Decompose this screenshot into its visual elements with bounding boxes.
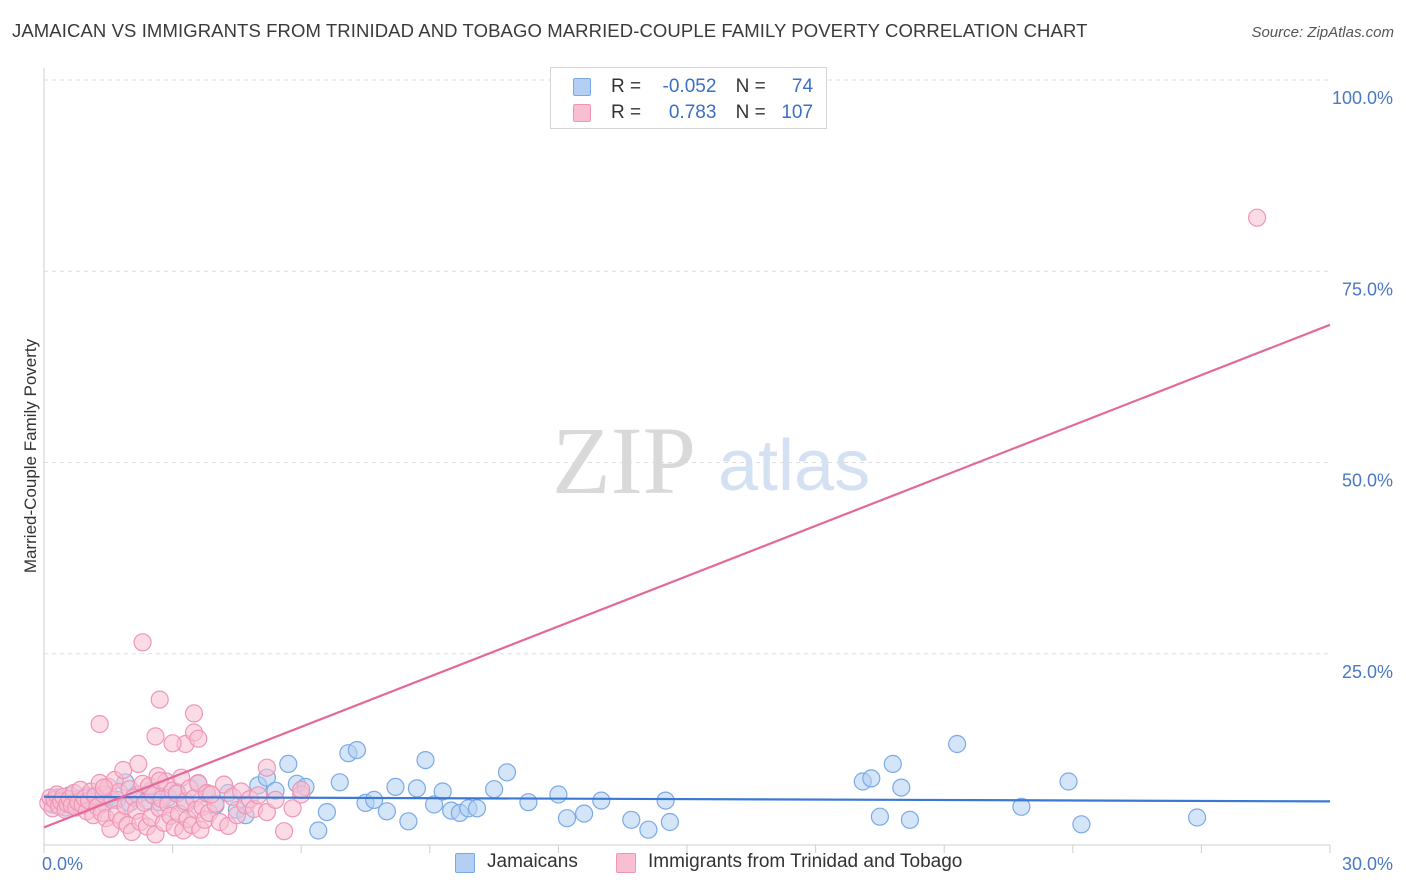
bottom-legend-label-trinidad: Immigrants from Trinidad and Tobago — [648, 851, 963, 872]
x-tick-label-0: 0.0% — [42, 854, 83, 874]
jamaican-point-66 — [870, 807, 890, 826]
jamaican-point-56 — [549, 785, 568, 804]
jamaican-point-59 — [592, 791, 611, 810]
jamaican-point-60 — [622, 810, 641, 829]
bottom-legend-swatch-blue — [455, 853, 475, 873]
trend-lines — [43, 323, 1331, 829]
jamaican-point-70 — [947, 734, 967, 754]
jamaican-point-47 — [425, 795, 444, 814]
watermark-atlas: atlas — [718, 426, 870, 506]
watermark-zip: ZIP — [552, 407, 696, 514]
jamaican-point-71 — [1012, 797, 1031, 816]
jamaican-point-39 — [347, 740, 366, 760]
jamaican-point-35 — [309, 821, 328, 840]
jamaican-point-63 — [660, 812, 680, 832]
jamaican-point-37 — [330, 773, 349, 792]
legend-r-label: R = — [611, 102, 642, 123]
y-tick-label-3: 100.0% — [1332, 88, 1393, 108]
legend-r-value: 0.783 — [668, 102, 717, 123]
legend-n-label: N = — [735, 102, 766, 123]
legend-r-value: -0.052 — [662, 76, 717, 97]
x-tick-label-1: 30.0% — [1342, 854, 1393, 874]
correlation-legend: R = -0.052 N = 74 R = 0.783 N = 107 — [550, 67, 827, 129]
jamaican-point-42 — [377, 802, 396, 821]
series-trinidad-points — [39, 208, 1267, 844]
trinidad-point-94 — [184, 704, 204, 723]
jamaican-point-73 — [1072, 815, 1091, 834]
jamaican-point-68 — [892, 778, 911, 797]
legend-r-label: R = — [611, 76, 642, 97]
axes — [43, 68, 1331, 853]
trinidad-point-89 — [275, 822, 294, 841]
jamaican-point-41 — [365, 790, 384, 810]
source-label: Source: ZipAtlas.com — [1251, 24, 1394, 41]
jamaican-point-69 — [900, 810, 920, 829]
legend-swatch-pink — [573, 104, 591, 122]
trinidad-point-100 — [189, 729, 208, 748]
legend-n-label: N = — [735, 76, 766, 97]
jamaican-trend-line — [43, 795, 1331, 803]
bottom-legend-label-jamaicans: Jamaicans — [487, 851, 578, 872]
jamaican-point-65 — [862, 769, 881, 788]
jamaican-point-74 — [1187, 808, 1207, 827]
jamaican-point-48 — [433, 782, 452, 801]
trinidad-point-96 — [146, 727, 165, 746]
legend-text-jamaicans: R = -0.052 N = 74 — [611, 76, 813, 98]
legend-text-trinidad: R = 0.783 N = 107 — [611, 102, 813, 124]
jamaican-point-58 — [574, 804, 594, 823]
y-tick-label-0: 25.0% — [1342, 662, 1393, 682]
jamaican-point-54 — [497, 763, 517, 782]
legend-n-value: 74 — [791, 76, 814, 97]
jamaican-point-36 — [317, 802, 336, 822]
trinidad-point-103 — [202, 785, 221, 804]
trinidad-point-104 — [257, 758, 276, 777]
trinidad-point-88 — [266, 790, 285, 810]
jamaican-point-67 — [883, 754, 902, 774]
trinidad-point-93 — [150, 690, 169, 709]
gridlines — [44, 79, 1330, 655]
trinidad-point-92 — [133, 633, 152, 652]
trinidad-trend-line — [43, 323, 1331, 829]
y-tick-label-1: 50.0% — [1342, 471, 1393, 491]
jamaican-point-55 — [519, 793, 538, 812]
y-axis-label: Married-Couple Family Poverty — [21, 338, 40, 573]
trinidad-point-101 — [94, 778, 114, 797]
trinidad-point-42 — [129, 754, 148, 774]
trinidad-point-99 — [163, 734, 182, 753]
jamaican-point-32 — [279, 754, 298, 774]
bottom-legend-swatch-pink — [616, 853, 636, 873]
trinidad-point-90 — [283, 799, 302, 818]
y-tick-label-2: 75.0% — [1342, 279, 1393, 299]
trinidad-point-86 — [249, 786, 268, 805]
jamaican-point-62 — [656, 791, 675, 810]
jamaican-point-46 — [416, 750, 435, 770]
tick-labels: 25.0% 50.0% 75.0% 100.0% 0.0% 30.0% — [42, 88, 1393, 874]
trinidad-point-95 — [90, 714, 109, 734]
jamaican-point-52 — [467, 799, 487, 818]
jamaican-point-44 — [399, 812, 418, 831]
trinidad-point-106 — [1247, 208, 1267, 227]
watermark: ZIP atlas — [552, 407, 870, 514]
legend-swatch-blue — [573, 78, 591, 96]
jamaican-point-43 — [386, 777, 405, 797]
jamaican-point-45 — [407, 779, 426, 798]
trinidad-point-105 — [292, 780, 311, 800]
chart-title: JAMAICAN VS IMMIGRANTS FROM TRINIDAD AND… — [12, 20, 1088, 41]
legend-n-value: 107 — [781, 102, 814, 123]
jamaican-point-61 — [639, 820, 658, 839]
jamaican-point-72 — [1059, 772, 1078, 791]
jamaican-point-57 — [557, 809, 577, 828]
jamaican-point-53 — [485, 780, 504, 799]
